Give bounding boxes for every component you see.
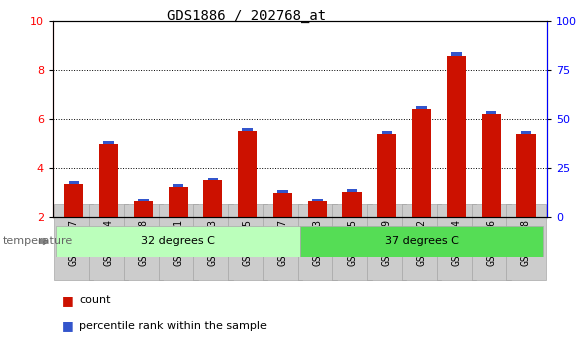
- Bar: [382, 131, 392, 134]
- Bar: [451, 52, 462, 56]
- Bar: [342, 191, 362, 217]
- Bar: [277, 190, 288, 193]
- Text: ■: ■: [62, 319, 74, 333]
- Bar: [482, 114, 501, 217]
- Bar: [138, 199, 149, 201]
- Bar: [308, 201, 327, 217]
- Text: temperature: temperature: [3, 237, 73, 246]
- Text: count: count: [79, 295, 111, 305]
- Bar: [312, 199, 323, 201]
- Bar: [134, 201, 153, 217]
- Bar: [412, 109, 431, 217]
- Bar: [300, 226, 543, 257]
- Bar: [203, 180, 222, 217]
- Bar: [486, 111, 496, 114]
- Bar: [516, 134, 536, 217]
- Bar: [69, 181, 79, 184]
- Bar: [169, 187, 188, 217]
- Text: 32 degrees C: 32 degrees C: [141, 237, 215, 246]
- Text: 37 degrees C: 37 degrees C: [385, 237, 459, 246]
- Bar: [208, 178, 218, 180]
- Bar: [103, 141, 114, 144]
- Bar: [273, 193, 292, 217]
- Text: ■: ■: [62, 294, 74, 307]
- Bar: [347, 189, 358, 191]
- Bar: [521, 131, 531, 134]
- Bar: [99, 144, 118, 217]
- Bar: [173, 184, 183, 187]
- Text: percentile rank within the sample: percentile rank within the sample: [79, 321, 268, 331]
- Bar: [56, 226, 300, 257]
- Text: GDS1886 / 202768_at: GDS1886 / 202768_at: [168, 9, 326, 23]
- Bar: [377, 134, 396, 217]
- Bar: [238, 131, 258, 217]
- Bar: [447, 56, 466, 217]
- Bar: [242, 128, 253, 131]
- Bar: [64, 184, 83, 217]
- Bar: [416, 106, 427, 109]
